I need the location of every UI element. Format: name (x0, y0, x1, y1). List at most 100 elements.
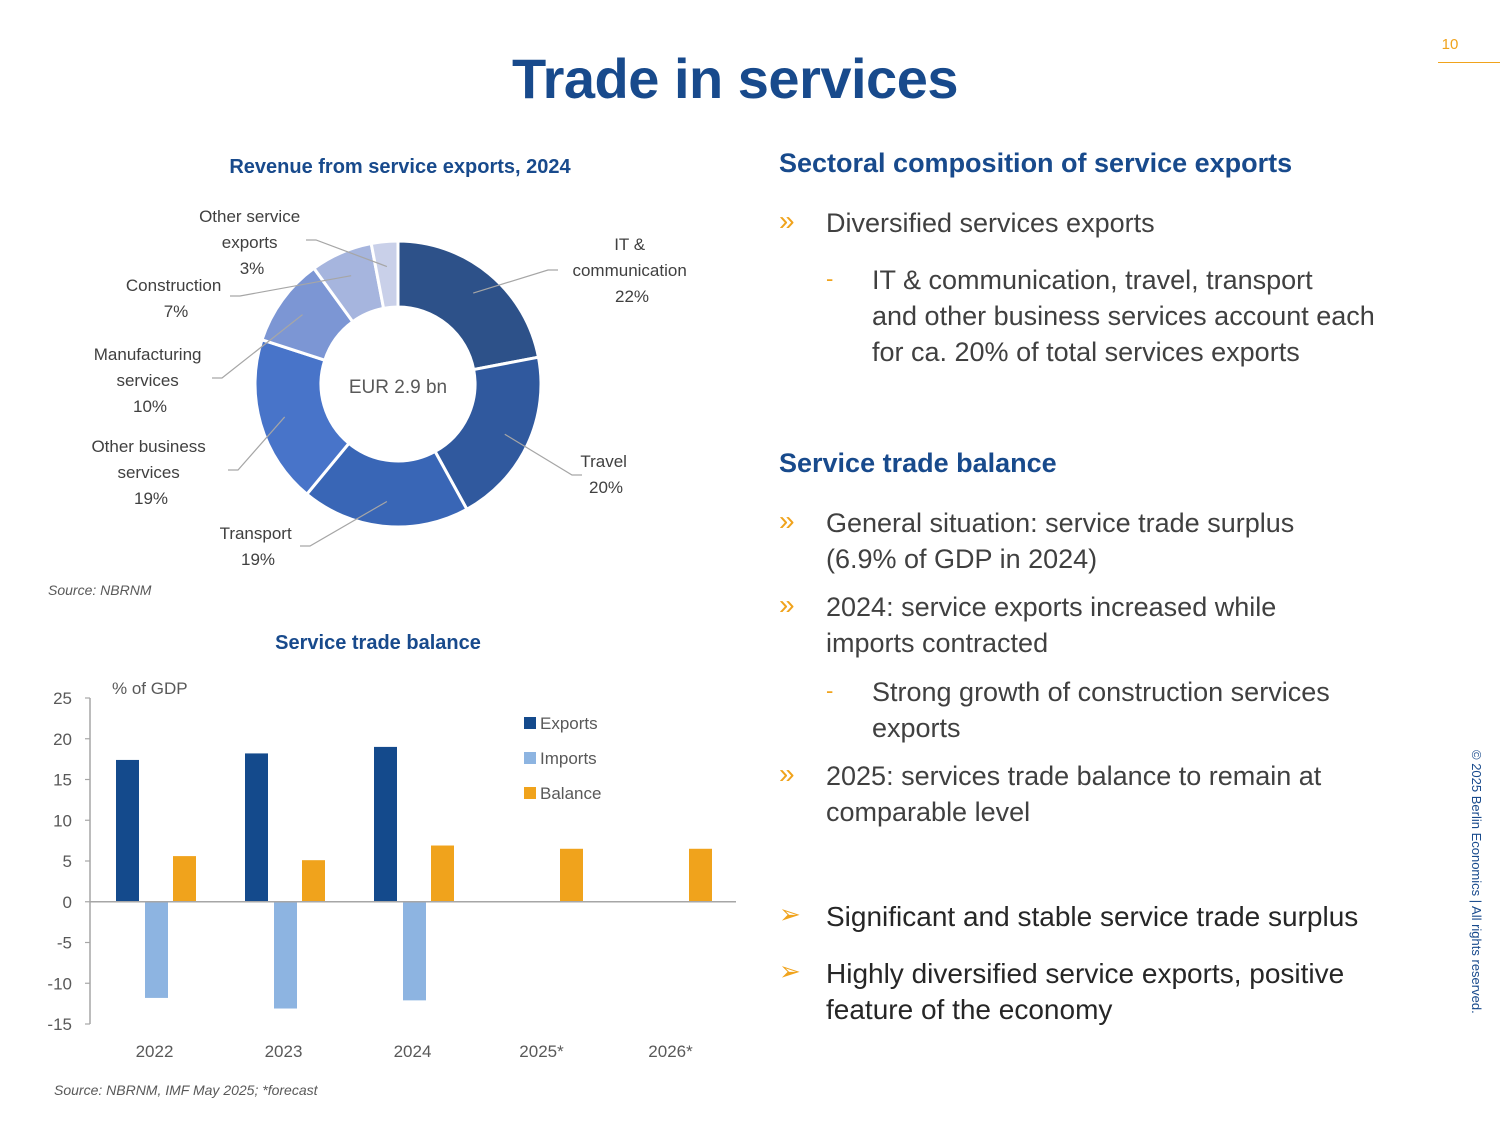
label-manufacturing-line3: 10% (133, 397, 167, 416)
bar-imports-2023 (274, 901, 297, 1009)
copyright-note: © 2025 Berlin Economics | All rights res… (1469, 750, 1484, 1014)
donut-slices (253, 239, 543, 529)
donut-slice-transport (304, 441, 469, 529)
bullet-2024: 2024: service exports increased while im… (826, 589, 1276, 661)
sub-bullet-construction: Strong growth of construction services e… (872, 674, 1330, 746)
bullet-line: (6.9% of GDP in 2024) (826, 544, 1098, 574)
bullet-2025: 2025: services trade balance to remain a… (826, 758, 1321, 830)
bullet-general-situation: General situation: service trade surplus… (826, 505, 1294, 577)
leader-line (306, 239, 388, 268)
label-travel-line2: 20% (589, 478, 623, 497)
label-construction: Construction 7% (126, 276, 226, 321)
label-other-business-line1: Other business (91, 437, 205, 456)
x-tick-label: 2025* (519, 1042, 564, 1061)
label-manufacturing: Manufacturing services 10% (94, 345, 206, 416)
bar-chart: % of GDP 25 20 15 10 5 0 -5 -10 -15 2022 2023 2024… (47, 679, 736, 1061)
sub-bullet-line: and other business services account each (872, 301, 1375, 331)
label-other-business-line2: services (117, 463, 179, 482)
bullet-line: comparable level (826, 797, 1031, 827)
dash-marker: - (826, 266, 834, 291)
leader-line (230, 275, 352, 297)
bullet-line: 2024: service exports increased while (826, 592, 1277, 622)
label-transport-line2: 19% (241, 550, 275, 569)
label-it-line2: communication (572, 261, 686, 280)
page-number-underline (1438, 62, 1500, 63)
donut-chart: EUR 2.9 bn IT & communication 22% Travel… (91, 207, 691, 569)
arrow-icon: ➢ (779, 899, 801, 929)
legend-swatch-exports (524, 717, 536, 729)
label-other-service-line1: Other service (199, 207, 300, 226)
donut-slice-other-business-services (253, 337, 352, 497)
donut-source-note: Source: NBRNM (48, 582, 152, 598)
conclusion-line: Highly diversified service exports, posi… (826, 958, 1345, 989)
donut-slice-other-service-exports (369, 239, 400, 311)
legend-label-balance: Balance (540, 784, 601, 803)
leader-line (504, 433, 582, 476)
slide-title: Trade in services (511, 47, 959, 110)
label-manufacturing-line1: Manufacturing (94, 345, 202, 364)
leader-line (228, 416, 286, 471)
y-tick-label: 0 (63, 893, 72, 912)
label-manufacturing-line2: services (116, 371, 178, 390)
donut-slice-travel (433, 355, 543, 512)
bar-chart-title: Service trade balance (275, 632, 481, 654)
leader-line (300, 500, 388, 547)
label-construction-line2: 7% (164, 302, 189, 321)
label-other-service-line2: exports (222, 233, 278, 252)
x-tick-label: 2023 (265, 1042, 303, 1061)
y-tick-label: 15 (53, 771, 72, 790)
sub-bullet-line: Strong growth of construction services (872, 677, 1330, 707)
bar-exports-2023 (245, 753, 268, 902)
legend-label-exports: Exports (540, 714, 598, 733)
y-tick-label: -15 (47, 1015, 72, 1034)
donut-chart-title: Revenue from service exports, 2024 (229, 156, 571, 178)
x-tick-label: 2024 (394, 1042, 432, 1061)
bullet-line: General situation: service trade surplus (826, 508, 1295, 538)
bar-balance-2023 (302, 860, 325, 902)
bar-source-note: Source: NBRNM, IMF May 2025; *forecast (54, 1082, 318, 1098)
y-axis-ticks: 25 20 15 10 5 0 -5 -10 -15 (47, 689, 90, 1034)
legend-swatch-balance (524, 787, 536, 799)
label-transport-line1: Transport (220, 524, 292, 543)
y-tick-label: 20 (53, 730, 72, 749)
y-tick-label: -10 (47, 974, 72, 993)
section-heading-composition: Sectoral composition of service exports (779, 148, 1293, 178)
x-axis-labels: 2022 2023 2024 2025* 2026* (136, 1042, 694, 1061)
label-transport: Transport 19% (220, 524, 297, 569)
label-other-service: Other service exports 3% (199, 207, 305, 278)
conclusion-line: feature of the economy (826, 994, 1113, 1025)
y-tick-label: 5 (63, 852, 72, 871)
section-heading-balance: Service trade balance (779, 448, 1057, 478)
sub-bullet-line: for ca. 20% of total services exports (872, 337, 1300, 367)
legend-label-imports: Imports (540, 749, 597, 768)
sub-bullet-twenty-percent: IT & communication, travel, transport an… (872, 262, 1375, 370)
label-travel-line1: Travel (580, 452, 627, 471)
donut-center-label: EUR 2.9 bn (349, 377, 447, 398)
x-tick-label: 2026* (648, 1042, 693, 1061)
y-tick-label: -5 (57, 934, 72, 953)
y-tick-label: 10 (53, 811, 72, 830)
x-tick-label: 2022 (136, 1042, 174, 1061)
bullet-marker: » (779, 205, 795, 236)
arrow-icon: ➢ (779, 956, 801, 986)
donut-slice-it-communication (396, 239, 541, 372)
bar-chart-unit-label: % of GDP (112, 679, 188, 698)
bullet-marker: » (779, 758, 795, 789)
bullet-diversified: Diversified services exports (826, 208, 1155, 238)
page-number: 10 (1441, 36, 1459, 53)
conclusion-diversified: Highly diversified service exports, posi… (826, 956, 1344, 1028)
label-it-line1: IT & (614, 235, 646, 254)
y-tick-label: 25 (53, 689, 72, 708)
label-other-business: Other business services 19% (91, 437, 210, 508)
bullet-line: imports contracted (826, 628, 1049, 658)
label-it: IT & communication 22% (572, 235, 691, 306)
leader-line (473, 269, 558, 294)
legend-swatch-imports (524, 752, 536, 764)
bullet-marker: » (779, 589, 795, 620)
donut-leader-lines (212, 239, 582, 547)
label-travel: Travel 20% (580, 452, 631, 497)
bullet-marker: » (779, 505, 795, 536)
legend: Exports Imports Balance (524, 714, 601, 803)
bar-balance-2022 (173, 856, 196, 902)
label-other-business-line3: 19% (134, 489, 168, 508)
